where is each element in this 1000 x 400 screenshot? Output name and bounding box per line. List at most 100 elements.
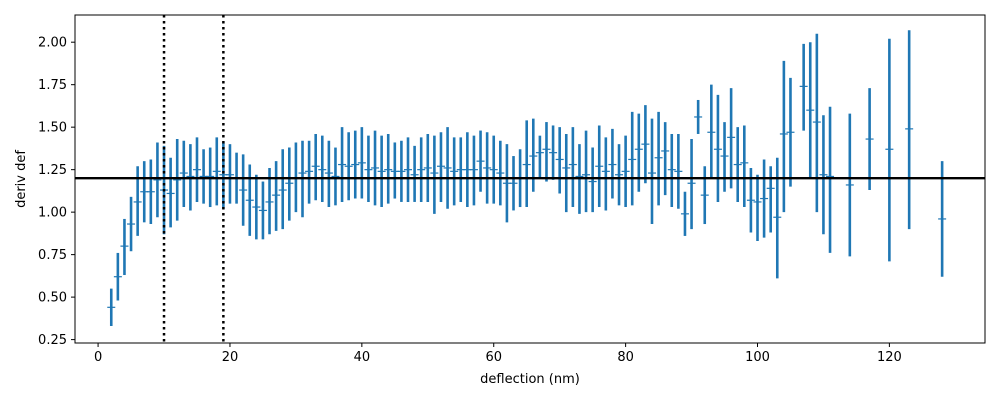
x-tick-label: 60 bbox=[485, 350, 502, 365]
data-point bbox=[509, 156, 518, 211]
data-point bbox=[865, 88, 874, 191]
data-point bbox=[153, 142, 162, 218]
data-point bbox=[489, 135, 498, 204]
data-point bbox=[331, 147, 340, 206]
data-point bbox=[740, 125, 749, 208]
data-point bbox=[799, 43, 808, 131]
y-tick-label: 2.00 bbox=[38, 36, 67, 51]
data-point bbox=[252, 174, 261, 240]
data-point bbox=[667, 133, 676, 208]
data-point bbox=[628, 111, 637, 206]
data-point bbox=[417, 137, 426, 202]
data-point bbox=[555, 127, 564, 194]
x-tick-label: 0 bbox=[94, 350, 102, 365]
data-point bbox=[707, 84, 716, 179]
data-point bbox=[384, 133, 393, 204]
y-tick-label: 1.00 bbox=[38, 206, 67, 221]
x-tick-label: 100 bbox=[745, 350, 770, 365]
data-point bbox=[245, 164, 254, 236]
data-point bbox=[713, 94, 722, 202]
data-point bbox=[272, 161, 281, 231]
y-tick-label: 0.25 bbox=[38, 333, 67, 348]
data-point bbox=[700, 166, 709, 225]
data-point bbox=[542, 122, 551, 182]
data-point bbox=[285, 147, 294, 221]
plot-area bbox=[75, 15, 985, 343]
data-point bbox=[377, 135, 386, 208]
data-point bbox=[443, 127, 452, 209]
data-point bbox=[535, 135, 544, 179]
data-point bbox=[278, 149, 287, 230]
data-point bbox=[812, 33, 821, 213]
data-point bbox=[107, 288, 116, 327]
data-point bbox=[225, 144, 234, 204]
data-point bbox=[694, 99, 703, 134]
data-point bbox=[641, 105, 650, 184]
x-tick-label: 80 bbox=[617, 350, 634, 365]
y-tick-label: 1.25 bbox=[38, 163, 67, 178]
data-point bbox=[905, 30, 914, 230]
data-point bbox=[522, 120, 531, 208]
data-point bbox=[819, 115, 828, 235]
y-axis: 0.25 0.50 0.75 1.00 1.25 1.50 1.75 2.00 bbox=[38, 36, 75, 348]
data-point bbox=[720, 122, 729, 192]
data-point bbox=[483, 132, 492, 204]
data-point bbox=[647, 118, 656, 225]
data-point bbox=[608, 128, 617, 199]
data-point bbox=[674, 133, 683, 209]
data-point bbox=[338, 127, 347, 202]
data-point bbox=[496, 140, 505, 206]
y-tick-label: 1.50 bbox=[38, 121, 67, 136]
data-point bbox=[733, 127, 742, 202]
data-point bbox=[404, 137, 413, 202]
data-point bbox=[450, 137, 459, 206]
data-point bbox=[305, 140, 314, 204]
data-point bbox=[661, 122, 670, 196]
data-point bbox=[529, 118, 538, 192]
data-point bbox=[113, 252, 122, 301]
data-point bbox=[192, 137, 201, 202]
data-point bbox=[364, 135, 373, 202]
data-point bbox=[568, 127, 577, 208]
data-point bbox=[845, 113, 854, 257]
data-point bbox=[753, 174, 762, 242]
data-point bbox=[601, 137, 610, 211]
data-point bbox=[779, 60, 788, 213]
data-point bbox=[582, 130, 591, 213]
data-point bbox=[727, 88, 736, 189]
y-tick-label: 1.75 bbox=[38, 78, 67, 93]
data-point bbox=[357, 127, 366, 199]
y-tick-label: 0.75 bbox=[38, 248, 67, 263]
data-point bbox=[654, 111, 663, 206]
data-point bbox=[173, 139, 182, 221]
data-point bbox=[120, 218, 129, 276]
data-point bbox=[621, 135, 630, 208]
data-point bbox=[786, 77, 795, 187]
data-point bbox=[423, 133, 432, 202]
data-point bbox=[127, 196, 136, 252]
data-point bbox=[469, 135, 478, 206]
data-point bbox=[436, 132, 445, 202]
x-axis-label: deflection (nm) bbox=[480, 372, 580, 387]
data-point bbox=[615, 144, 624, 206]
data-point bbox=[826, 106, 835, 253]
data-point bbox=[760, 159, 769, 238]
data-point bbox=[166, 157, 175, 228]
x-axis: 0 20 40 60 80 100 120 bbox=[94, 343, 902, 365]
y-tick-label: 0.50 bbox=[38, 291, 67, 306]
data-point bbox=[371, 130, 380, 206]
data-point bbox=[938, 161, 947, 277]
data-point bbox=[344, 132, 353, 201]
data-point bbox=[562, 133, 571, 213]
data-point bbox=[258, 181, 267, 240]
data-point bbox=[324, 140, 333, 208]
data-point bbox=[311, 133, 320, 201]
y-axis-label: deriv def bbox=[14, 150, 29, 208]
data-point bbox=[680, 191, 689, 236]
data-point bbox=[318, 135, 327, 202]
data-point bbox=[351, 130, 360, 199]
x-tick-label: 20 bbox=[222, 350, 239, 365]
x-tick-label: 120 bbox=[877, 350, 902, 365]
data-point bbox=[806, 42, 815, 179]
